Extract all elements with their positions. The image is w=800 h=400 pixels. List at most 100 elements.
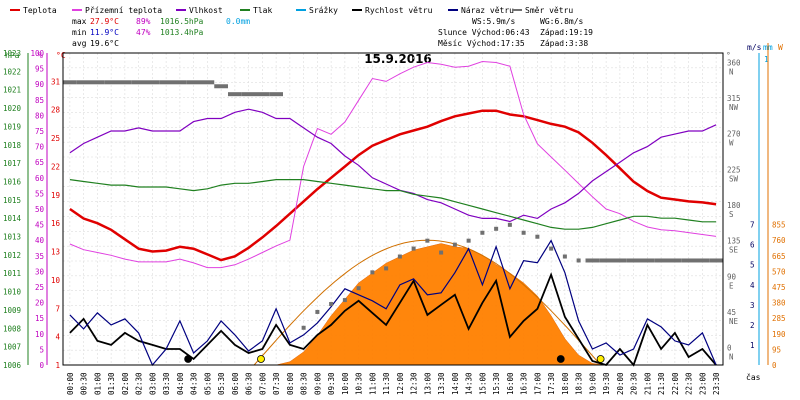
sun-moon-block: WS:5.9m/s WG:6.8m/s Slunce Východ:06:43 … [438, 17, 593, 48]
legend-label-7: Směr větru [525, 6, 573, 15]
x-tick-label-5: 02:30 [135, 372, 144, 395]
hpa-tick-12: 1018 [3, 141, 22, 150]
wind-dir-bar-39 [599, 258, 613, 263]
temp-tick-3: 10 [51, 276, 61, 285]
dir-tick-1: 45 [727, 308, 736, 317]
wind-dir-bar-0 [63, 80, 77, 85]
dir-tick-8: 360 [727, 58, 741, 67]
hpa-tick-3: 1009 [3, 306, 21, 315]
sun-moon-marker-3 [596, 355, 605, 363]
pct-tick-2: 10 [35, 330, 45, 339]
x-tick-label-44: 22:00 [671, 372, 680, 395]
wind-dir-point-37 [576, 258, 581, 263]
w-tick-2: 190 [772, 330, 786, 339]
wind-dir-bar-11 [214, 84, 228, 89]
ms-tick-6: 7 [750, 221, 755, 230]
wind-dir-point-28 [452, 242, 457, 247]
wind-dir-bar-6 [145, 80, 160, 85]
stats-max-temp: 27.9°C [90, 17, 119, 26]
wind-dir-bar-12 [228, 92, 242, 97]
stats-avg-temp: 19.6°C [90, 39, 119, 48]
pct-tick-17: 85 [35, 96, 44, 105]
wind-dir-point-25 [411, 246, 416, 251]
x-tick-label-33: 16:30 [520, 372, 529, 395]
axis-mm-tick: 1 [764, 55, 769, 64]
stats-max-press: 1016.5hPa [160, 17, 204, 26]
pct-tick-7: 35 [35, 252, 44, 261]
x-tick-label-6: 03:00 [148, 372, 157, 395]
x-tick-label-31: 15:30 [492, 372, 501, 395]
x-tick-label-39: 19:30 [602, 372, 611, 395]
stats-block: max 27.9°C 89% 1016.5hPa 0.0mm min 11.9°… [72, 17, 250, 48]
pct-tick-12: 60 [35, 174, 45, 183]
dir-tick-symbol-4: S [729, 210, 734, 219]
dir-tick-symbol-1: NE [729, 317, 739, 326]
sun-moon-marker-0 [184, 355, 193, 363]
stats-min-temp: 11.9°C [90, 28, 119, 37]
x-tick-label-16: 08:00 [286, 372, 295, 395]
axis-hpa-label: hPa [5, 51, 20, 60]
dir-tick-4: 180 [727, 201, 741, 210]
pct-tick-18: 90 [35, 80, 45, 89]
x-tick-label-8: 04:00 [176, 372, 185, 395]
wind-dir-point-32 [507, 222, 512, 227]
axis-pct-label: % [38, 51, 43, 60]
wind-dir-bar-14 [255, 92, 270, 97]
plot-frame [62, 52, 724, 366]
ms-tick-0: 1 [750, 341, 755, 350]
pct-tick-11: 55 [35, 189, 44, 198]
dir-tick-symbol-3: SE [729, 246, 739, 255]
dir-tick-symbol-5: SW [729, 174, 739, 183]
stats-max-label: max [72, 17, 87, 26]
left-axes: 1006100710081009101010111012101310141015… [3, 49, 60, 370]
wind-dir-point-23 [384, 266, 389, 271]
x-tick-label-32: 16:00 [506, 372, 515, 395]
x-tick-label-28: 14:00 [451, 372, 460, 395]
x-tick-label-22: 11:00 [368, 372, 377, 395]
pct-tick-19: 95 [35, 65, 44, 74]
w-tick-5: 475 [772, 283, 786, 292]
x-tick-label-7: 03:30 [162, 372, 171, 395]
wind-dir-point-29 [466, 238, 471, 243]
wind-dir-point-21 [356, 286, 361, 291]
temp-tick-8: 25 [51, 134, 60, 143]
temp-tick-2: 7 [55, 304, 60, 313]
wind-dir-point-34 [535, 234, 540, 239]
x-tick-label-14: 07:00 [258, 372, 267, 395]
x-tick-label-41: 20:30 [630, 372, 639, 395]
hpa-tick-5: 1011 [3, 269, 21, 278]
legend-label-1: Přízemní teplota [85, 6, 162, 15]
x-tick-label-25: 12:30 [410, 372, 419, 395]
w-tick-7: 665 [772, 252, 786, 261]
x-tick-label-45: 22:30 [685, 372, 694, 395]
x-tick-label-37: 18:30 [575, 372, 584, 395]
temp-tick-5: 16 [51, 219, 61, 228]
x-tick-label-46: 23:00 [698, 372, 707, 395]
temp-tick-4: 13 [51, 248, 60, 257]
hpa-tick-6: 1012 [3, 251, 21, 260]
sun-moon-markers [184, 355, 605, 363]
w-tick-4: 380 [772, 299, 786, 308]
moonset-text: Západ:3:38 [540, 39, 588, 48]
x-tick-label-38: 19:00 [588, 372, 597, 395]
series-line-0 [69, 109, 717, 262]
series-lines [69, 60, 717, 367]
pct-tick-10: 50 [35, 205, 45, 214]
w-tick-8: 760 [772, 236, 786, 245]
legend-label-3: Tlak [253, 6, 272, 15]
legend-label-5: Rychlost větru [365, 6, 433, 15]
pct-tick-1: 5 [39, 345, 44, 354]
hpa-tick-7: 1013 [3, 233, 21, 242]
stats-max-hum: 89% [136, 17, 151, 26]
wind-dir-bar-46 [695, 258, 710, 263]
ms-tick-4: 5 [750, 261, 755, 270]
wind-dir-point-31 [494, 226, 499, 231]
pct-tick-9: 45 [35, 221, 44, 230]
wind-dir-bar-15 [269, 92, 283, 97]
hpa-tick-4: 1010 [3, 288, 22, 297]
sunset-text: Západ:19:19 [540, 28, 593, 37]
wind-dir-bar-47 [709, 258, 723, 263]
sun-moon-marker-2 [556, 355, 565, 363]
dir-tick-6: 270 [727, 130, 741, 139]
